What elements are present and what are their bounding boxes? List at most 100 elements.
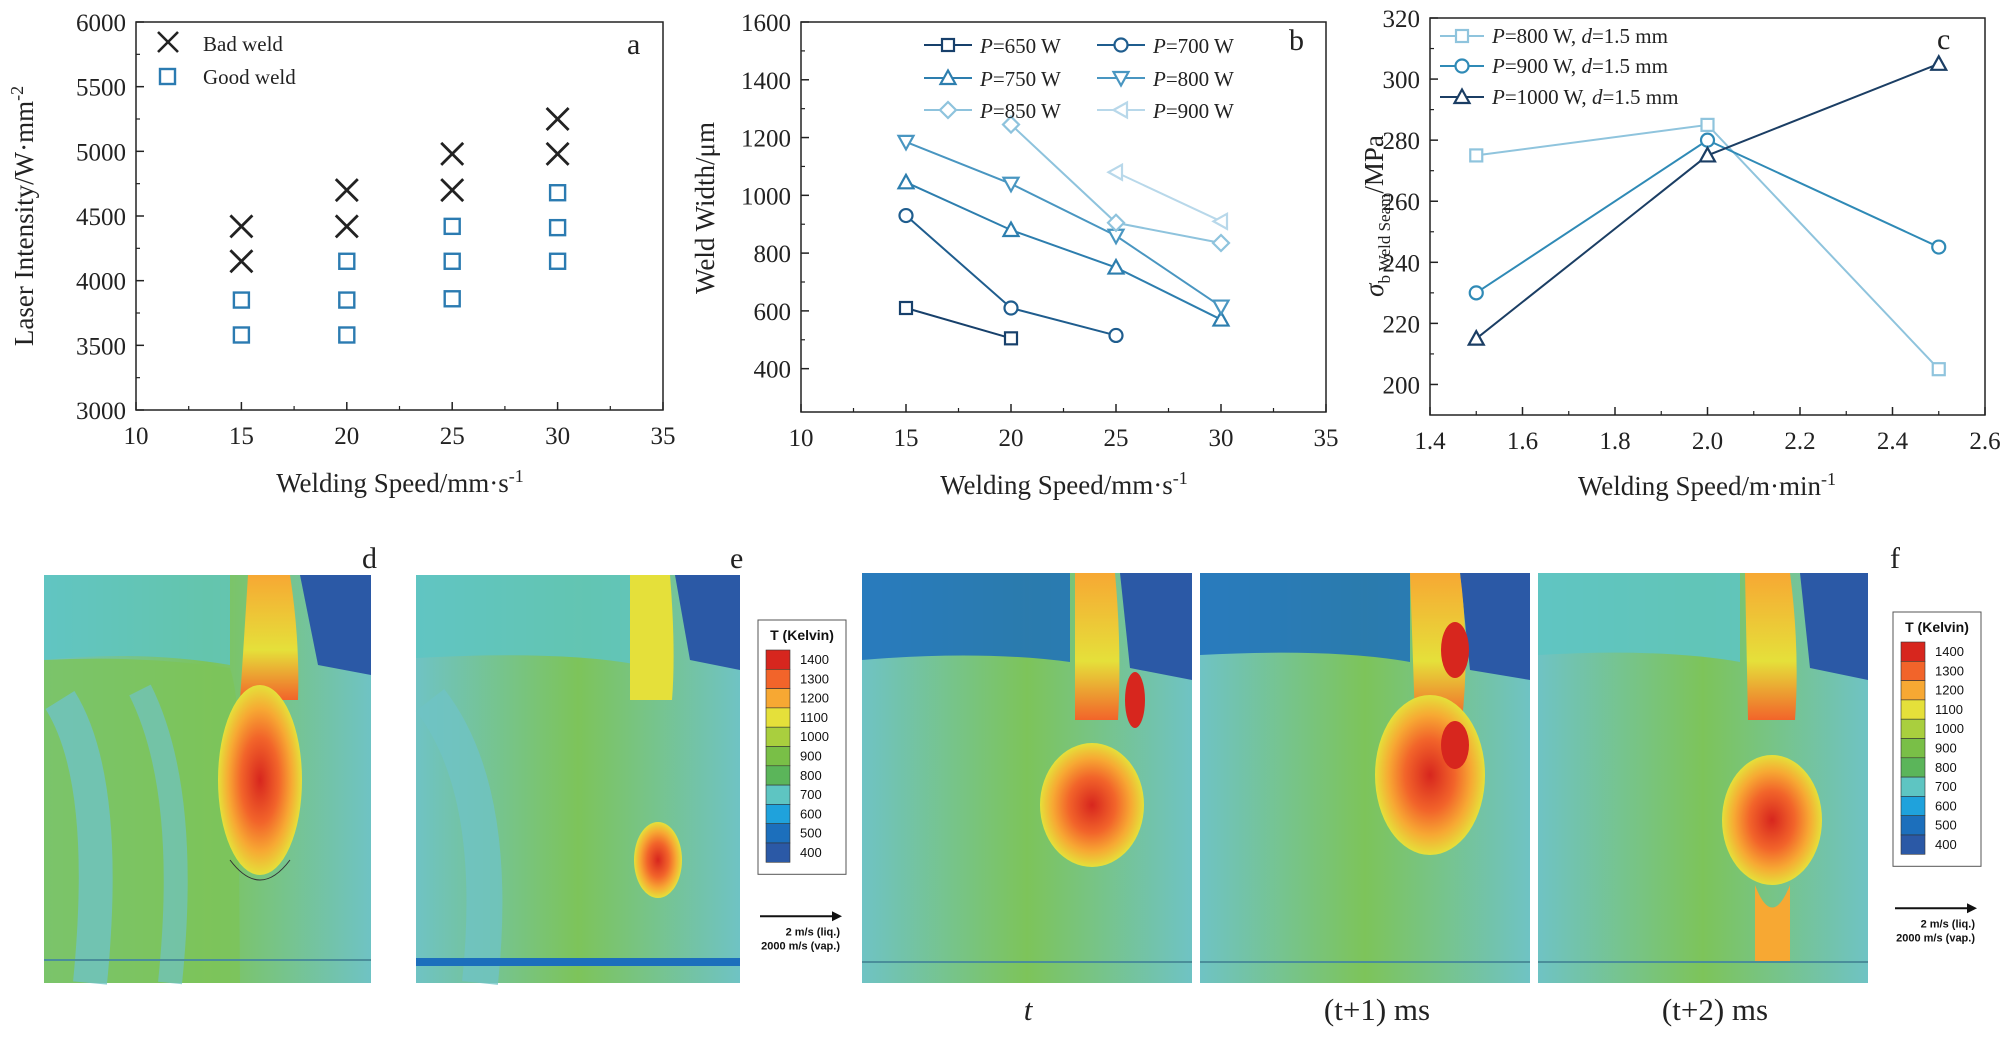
legend-label-c-1: P=900 W, d=1.5 mm bbox=[1491, 54, 1668, 78]
x-tick-label-b: 15 bbox=[894, 425, 919, 452]
colorbar-level-label: 1200 bbox=[800, 691, 829, 706]
velocity-arrow-head bbox=[832, 911, 842, 922]
x-tick-label-a: 20 bbox=[334, 423, 359, 450]
point-good-weld bbox=[548, 184, 567, 202]
legend-marker-c-2 bbox=[1452, 87, 1472, 105]
legend-c: P=800 W, d=1.5 mmP=900 W, d=1.5 mmP=1000… bbox=[1440, 24, 1678, 109]
legend-label-c-0: P=800 W, d=1.5 mm bbox=[1491, 24, 1668, 48]
simulation-image-d: d bbox=[44, 542, 377, 985]
series-line-b-0 bbox=[905, 307, 1012, 340]
y-axis-label-b: Weld Width/μm bbox=[690, 122, 720, 294]
x-axis-label-c: Welding Speed/m·min-1 bbox=[1578, 469, 1836, 501]
colorbar-swatch bbox=[1900, 834, 1926, 855]
x-tick-label-a: 35 bbox=[651, 423, 676, 450]
data-point-b-5 bbox=[1211, 211, 1229, 231]
legend-label-c-rest: =1.5 mm bbox=[1592, 54, 1668, 78]
legend-label-b-2: P=750 W bbox=[979, 67, 1061, 91]
legend-label-b-italic: P bbox=[979, 34, 993, 58]
point-bad-weld-stroke bbox=[334, 178, 359, 203]
y-tick-label-c: 320 bbox=[1383, 6, 1421, 33]
legend-label-bad: Bad weld bbox=[203, 32, 283, 56]
legend-label-b-italic: P bbox=[979, 99, 993, 123]
panel-letter-a: a bbox=[627, 28, 640, 61]
data-point-b-4 bbox=[1211, 233, 1231, 253]
colorbar-swatch bbox=[765, 784, 791, 805]
data-point-b-1 bbox=[1108, 327, 1124, 344]
point-bad-weld-stroke bbox=[440, 141, 465, 166]
data-point-b-3 bbox=[1211, 299, 1231, 317]
data-point-c-2 bbox=[1466, 328, 1486, 346]
colorbar-swatch bbox=[765, 746, 791, 767]
colorbar-swatch bbox=[765, 688, 791, 709]
legend-label-b-italic: P bbox=[1152, 99, 1166, 123]
colorbar-swatch bbox=[1900, 738, 1926, 759]
legend-marker-c-0 bbox=[1454, 28, 1470, 44]
colorbar-swatch bbox=[1900, 660, 1926, 681]
colorbar-swatch bbox=[1900, 757, 1926, 778]
data-point-b-3 bbox=[1001, 176, 1021, 194]
legend-label-c-italic2: d bbox=[1581, 24, 1592, 48]
point-bad-weld bbox=[334, 214, 359, 239]
point-bad-weld bbox=[545, 107, 570, 131]
y-tick-label-a: 4000 bbox=[76, 269, 126, 296]
simulation-image-t1 bbox=[1200, 573, 1530, 983]
y-tick-label-a: 5000 bbox=[76, 139, 126, 166]
colorbar-level-label: 400 bbox=[1935, 837, 1957, 852]
colorbar-swatch bbox=[765, 842, 791, 863]
legend-marker-b-0 bbox=[940, 37, 956, 53]
legend-label-b-rest: =900 W bbox=[1166, 99, 1234, 123]
velocity-arrow-head bbox=[1967, 903, 1977, 914]
colorbar-swatch bbox=[1900, 680, 1926, 701]
colorbar-level-label: 1400 bbox=[1935, 644, 1964, 659]
x-tick-label-c: 2.6 bbox=[1969, 428, 2000, 455]
legend-marker-b-2 bbox=[938, 68, 958, 86]
velocity-label-liquid: 2 m/s (liq.) bbox=[786, 926, 841, 938]
legend-label-b-1: P=700 W bbox=[1152, 34, 1234, 58]
series-lines-c bbox=[1466, 54, 1949, 377]
legend-label-c-mid: =900 W, bbox=[1505, 54, 1582, 78]
y-tick-label-c: 200 bbox=[1383, 372, 1421, 399]
x-tick-label-a: 25 bbox=[440, 423, 465, 450]
point-bad-weld-stroke bbox=[545, 107, 570, 131]
point-good-weld bbox=[338, 326, 356, 344]
point-bad-weld-stroke bbox=[440, 178, 465, 203]
data-point-c-0 bbox=[1700, 117, 1715, 132]
colorbar-swatch bbox=[765, 707, 791, 728]
legend-label-c-mid: =1000 W, bbox=[1505, 85, 1592, 109]
point-good-weld bbox=[548, 252, 567, 270]
point-bad-weld-stroke bbox=[229, 214, 254, 239]
legend-label-b-rest: =650 W bbox=[993, 34, 1061, 58]
colorbar-level-label: 1200 bbox=[1935, 683, 1964, 698]
legend-label-b-rest: =800 W bbox=[1166, 67, 1234, 91]
colorbar-swatch bbox=[1900, 796, 1926, 817]
data-point-b-1 bbox=[898, 207, 914, 224]
x-tick-label-a: 10 bbox=[124, 423, 149, 450]
y-tick-label-a: 4500 bbox=[76, 204, 126, 231]
data-point-c-2 bbox=[1929, 54, 1949, 71]
legend-label-b-italic: P bbox=[979, 67, 993, 91]
y-tick-label-b: 1600 bbox=[741, 10, 791, 37]
colorbar-level-label: 900 bbox=[800, 749, 822, 764]
legend-label-c-2: P=1000 W, d=1.5 mm bbox=[1491, 85, 1678, 109]
velocity-label-vapour: 2000 m/s (vap.) bbox=[761, 940, 840, 952]
x-tick-label-c: 1.4 bbox=[1414, 428, 1446, 455]
legend-label-b-0: P=650 W bbox=[979, 34, 1061, 58]
point-bad-weld-stroke bbox=[229, 249, 254, 274]
x-tick-label-c: 2.2 bbox=[1784, 428, 1815, 455]
x-tick-label-c: 1.8 bbox=[1599, 428, 1630, 455]
data-point-b-0 bbox=[1003, 331, 1019, 346]
legend-a: Bad weld Good weld bbox=[157, 31, 296, 89]
x-tick-label-a: 30 bbox=[545, 423, 570, 450]
colorbar-level-label: 800 bbox=[1935, 760, 1957, 775]
legend-label-b-4: P=850 W bbox=[979, 99, 1061, 123]
data-point-b-2 bbox=[1001, 220, 1021, 238]
x-tick-label-b: 20 bbox=[999, 425, 1024, 452]
legend-label-c-italic: P bbox=[1491, 54, 1505, 78]
point-bad-weld-stroke bbox=[334, 214, 359, 239]
data-point-b-2 bbox=[1106, 257, 1126, 275]
x-tick-label-c: 2.0 bbox=[1692, 428, 1723, 455]
legend-marker-c-1 bbox=[1454, 58, 1470, 74]
colorbar-level-label: 600 bbox=[800, 806, 822, 821]
